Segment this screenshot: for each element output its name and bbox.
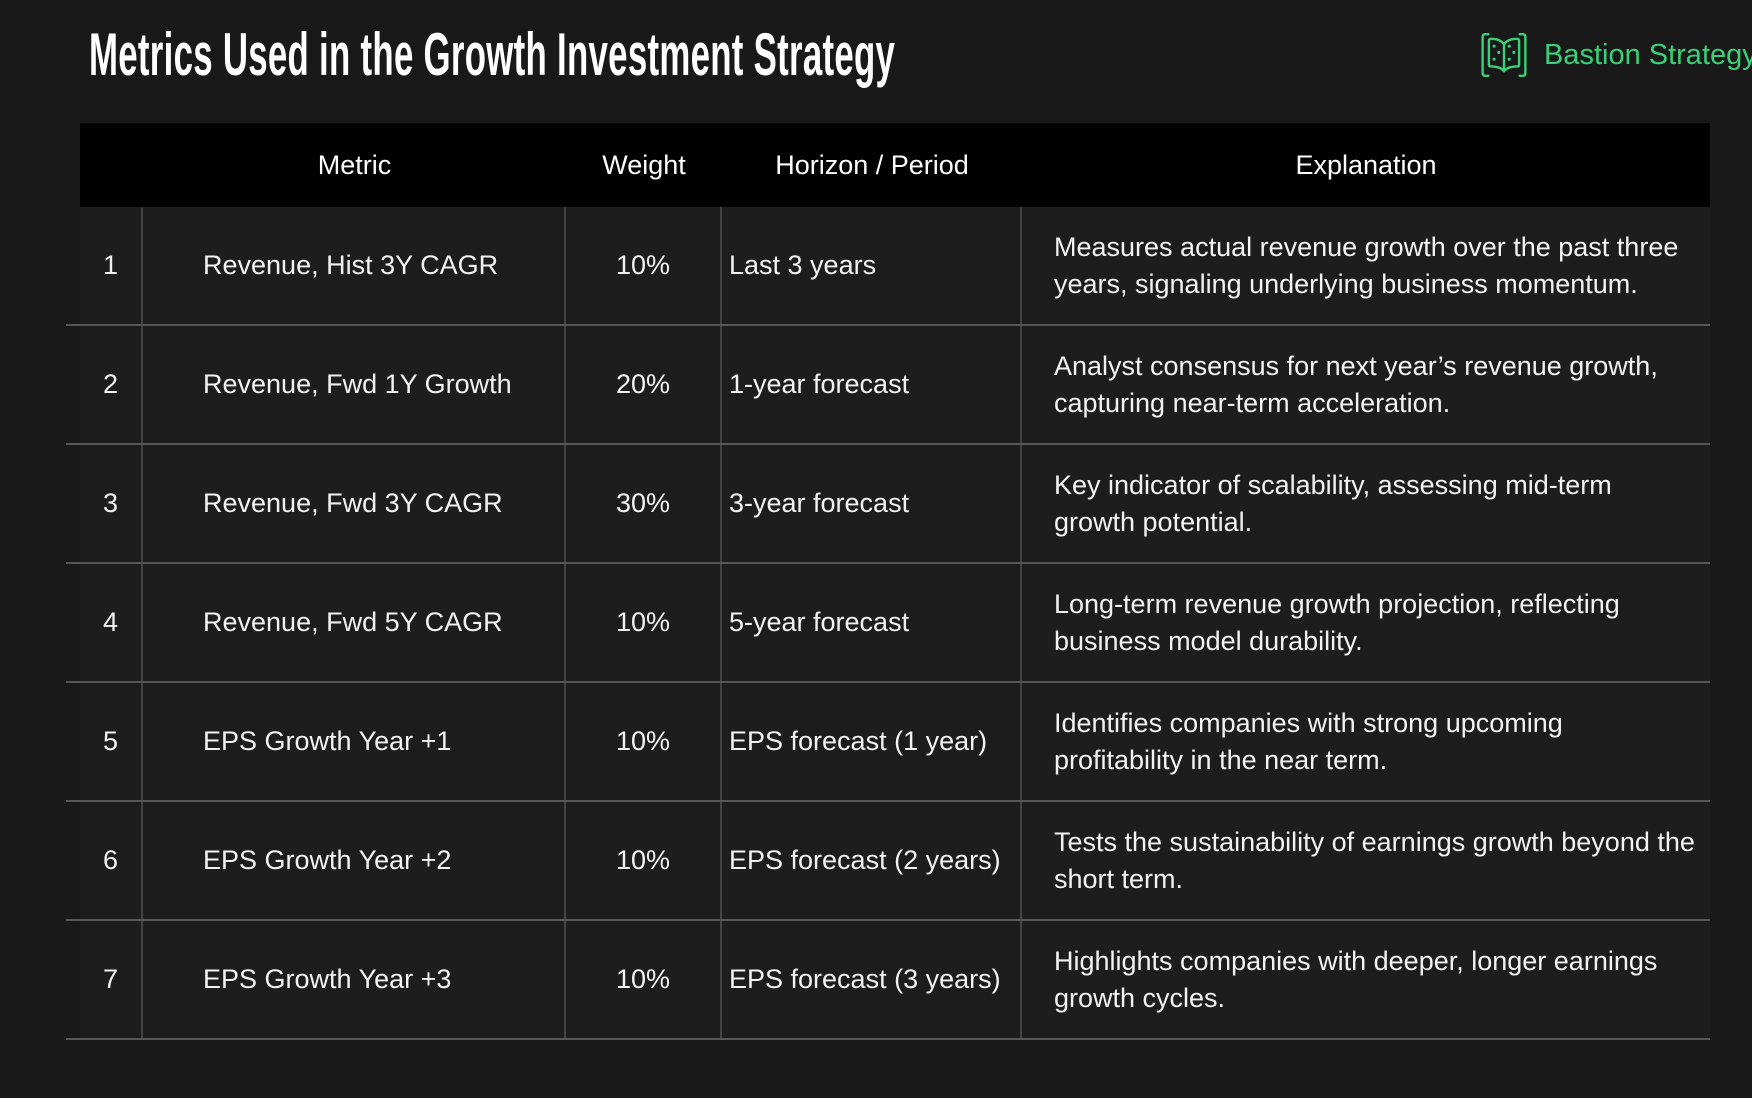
- table-row: 1 Revenue, Hist 3Y CAGR 10% Last 3 years…: [80, 207, 1710, 324]
- horizon-cell: EPS forecast (3 years): [722, 921, 1022, 1038]
- brand: Bastion Strategy Playbook: [1479, 32, 1752, 78]
- explanation-cell: Tests the sustainability of earnings gro…: [1054, 826, 1695, 894]
- explanation-cell: Analyst consensus for next year’s revenu…: [1054, 350, 1658, 418]
- col-header-horizon: Horizon / Period: [775, 149, 969, 180]
- row-number-cell: 3: [80, 445, 143, 562]
- row-number-cell: 4: [80, 564, 143, 681]
- table-row: 4 Revenue, Fwd 5Y CAGR 10% 5-year foreca…: [80, 564, 1710, 681]
- horizon-cell: 3-year forecast: [722, 445, 1022, 562]
- horizon-cell: 5-year forecast: [722, 564, 1022, 681]
- weight-cell: 10%: [566, 207, 722, 324]
- row-divider: [66, 681, 1710, 683]
- col-header-explanation: Explanation: [1295, 149, 1437, 180]
- metric-cell: Revenue, Fwd 3Y CAGR: [143, 445, 566, 562]
- explanation-cell: Identifies companies with strong upcomin…: [1054, 707, 1563, 775]
- row-divider: [66, 919, 1710, 921]
- page-title: Metrics Used in the Growth Investment St…: [89, 18, 1479, 92]
- table-row: 3 Revenue, Fwd 3Y CAGR 30% 3-year foreca…: [80, 445, 1710, 562]
- open-book-icon: [1481, 32, 1527, 78]
- horizon-cell: Last 3 years: [722, 207, 1022, 324]
- horizon-cell: EPS forecast (1 year): [722, 683, 1022, 800]
- row-number-cell: 2: [80, 326, 143, 443]
- metric-cell: EPS Growth Year +2: [143, 802, 566, 919]
- metric-cell: Revenue, Fwd 1Y Growth: [143, 326, 566, 443]
- explanation-cell: Long-term revenue growth projection, ref…: [1054, 588, 1620, 656]
- weight-cell: 10%: [566, 683, 722, 800]
- explanation-cell: Measures actual revenue growth over the …: [1054, 231, 1679, 299]
- metric-cell: Revenue, Fwd 5Y CAGR: [143, 564, 566, 681]
- col-header-metric: Metric: [317, 149, 392, 180]
- table-header-row: Metric Weight Horizon / Period Explanati…: [80, 123, 1710, 207]
- table-row: 2 Revenue, Fwd 1Y Growth 20% 1-year fore…: [80, 326, 1710, 443]
- row-divider: [66, 800, 1710, 802]
- metrics-table: Metric Weight Horizon / Period Explanati…: [66, 123, 1710, 1040]
- weight-cell: 20%: [566, 326, 722, 443]
- row-number-cell: 1: [80, 207, 143, 324]
- weight-cell: 10%: [566, 564, 722, 681]
- metric-cell: EPS Growth Year +1: [143, 683, 566, 800]
- table-body: 1 Revenue, Hist 3Y CAGR 10% Last 3 years…: [66, 207, 1710, 1040]
- table-row: 5 EPS Growth Year +1 10% EPS forecast (1…: [80, 683, 1710, 800]
- row-divider: [66, 443, 1710, 445]
- explanation-cell: Key indicator of scalability, assessing …: [1054, 469, 1612, 537]
- row-divider: [66, 1038, 1710, 1040]
- metric-cell: Revenue, Hist 3Y CAGR: [143, 207, 566, 324]
- col-header-weight: Weight: [602, 149, 686, 180]
- metric-cell: EPS Growth Year +3: [143, 921, 566, 1038]
- row-divider: [66, 562, 1710, 564]
- weight-cell: 10%: [566, 921, 722, 1038]
- row-number-cell: 7: [80, 921, 143, 1038]
- table-row: 7 EPS Growth Year +3 10% EPS forecast (3…: [80, 921, 1710, 1038]
- explanation-cell: Highlights companies with deeper, longer…: [1054, 945, 1658, 1013]
- row-number-cell: 6: [80, 802, 143, 919]
- row-divider: [66, 324, 1710, 326]
- top-bar: Metrics Used in the Growth Investment St…: [89, 18, 1752, 92]
- row-number-cell: 5: [80, 683, 143, 800]
- horizon-cell: 1-year forecast: [722, 326, 1022, 443]
- brand-label: Bastion Strategy Playbook: [1543, 38, 1752, 71]
- horizon-cell: EPS forecast (2 years): [722, 802, 1022, 919]
- weight-cell: 30%: [566, 445, 722, 562]
- weight-cell: 10%: [566, 802, 722, 919]
- page-title-text: Metrics Used in the Growth Investment St…: [89, 21, 896, 88]
- table-row: 6 EPS Growth Year +2 10% EPS forecast (2…: [80, 802, 1710, 919]
